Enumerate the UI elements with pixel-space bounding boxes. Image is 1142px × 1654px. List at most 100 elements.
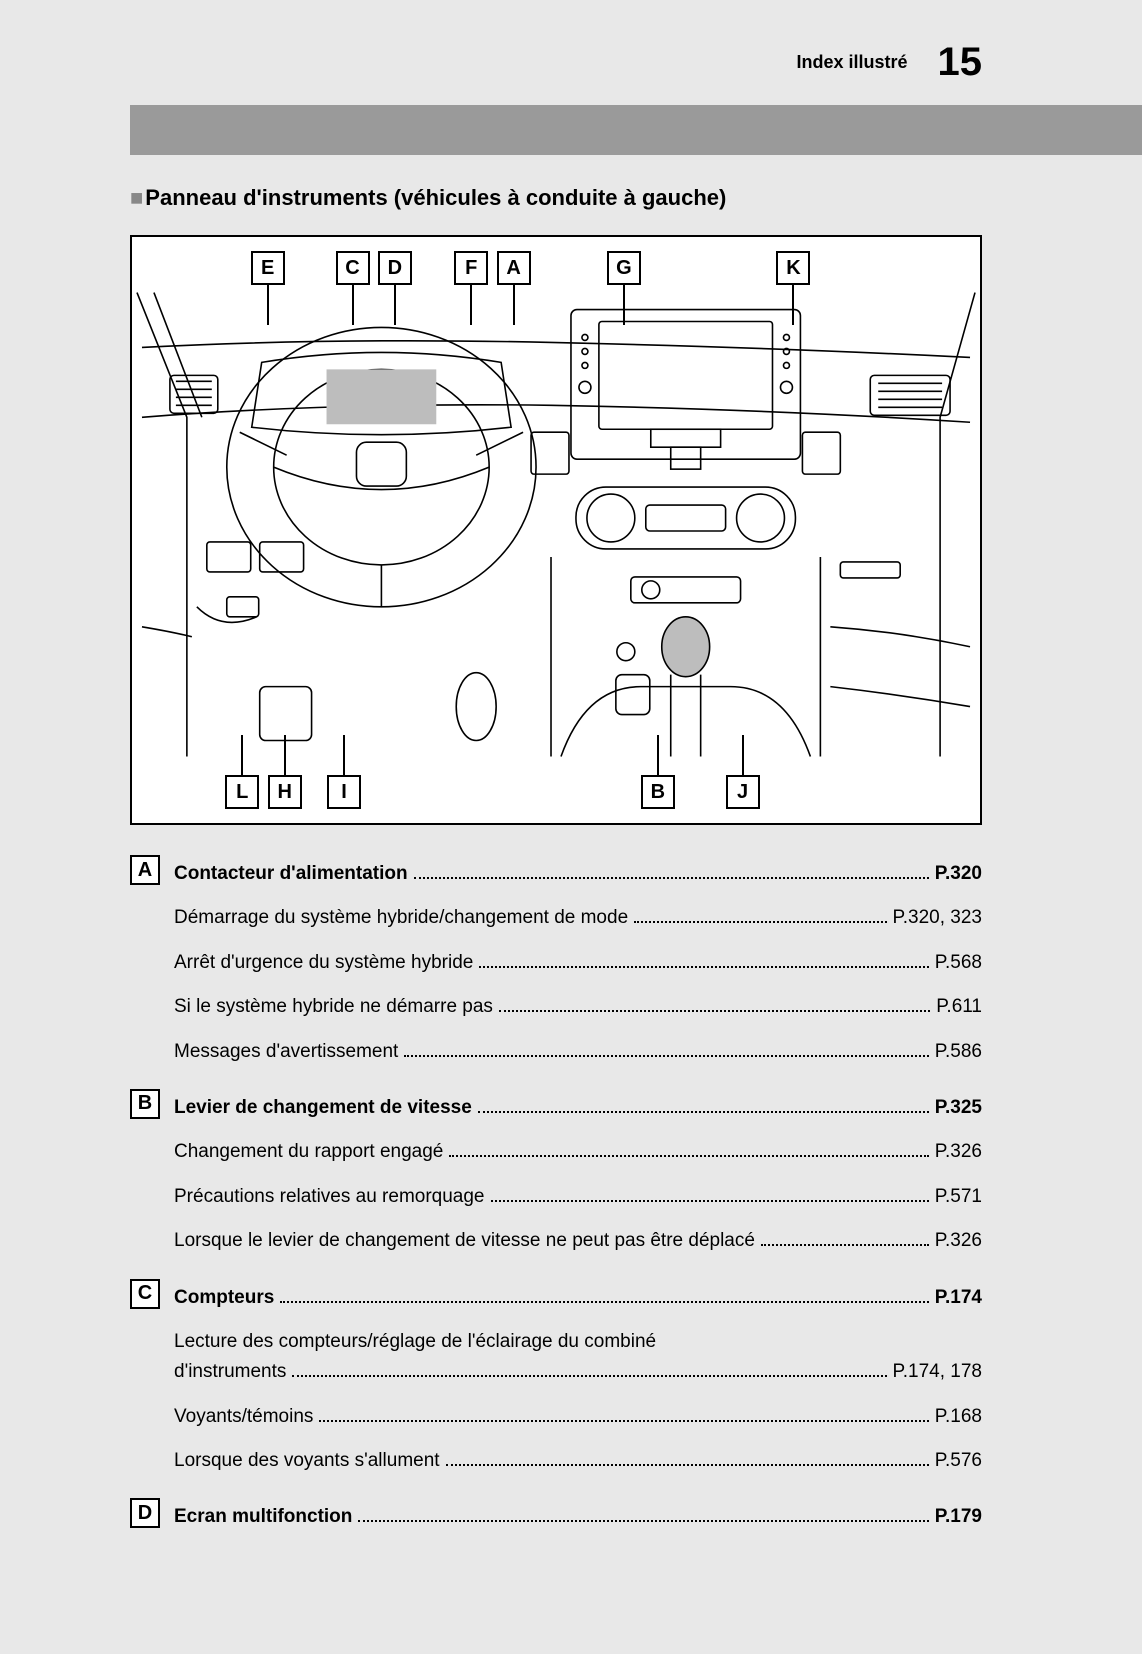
index-sub-row: Lorsque des voyants s'allument P.576: [130, 1442, 982, 1480]
index-group-A: A Contacteur d'alimentation P.320 Démarrage…: [130, 855, 982, 1071]
entry-label: Compteurs: [174, 1283, 274, 1313]
index-entry: Si le système hybride ne démarre pas P.61…: [174, 988, 982, 1026]
entry-page: P.179: [935, 1502, 982, 1532]
leader-dots: [358, 1520, 928, 1522]
entry-page: P.320, 323: [893, 903, 982, 933]
entry-label: Contacteur d'alimentation: [174, 859, 408, 889]
page: Index illustré 15 ■Panneau d'instruments…: [0, 0, 1142, 1654]
index-entry: Précautions relatives au remorquage P.571: [174, 1178, 982, 1216]
index-group-D: D Ecran multifonction P.179: [130, 1498, 982, 1536]
entry-label: Messages d'avertissement: [174, 1037, 398, 1067]
leader-dots: [292, 1375, 886, 1377]
index-title-row: A Contacteur d'alimentation P.320: [130, 855, 982, 893]
entry-label: Changement du rapport engagé: [174, 1137, 443, 1167]
square-bullet-icon: ■: [130, 185, 143, 210]
leader-dots: [280, 1301, 929, 1303]
index-sub-row: Lecture des compteurs/réglage de l'éclai…: [130, 1323, 982, 1392]
entry-label: Levier de changement de vitesse: [174, 1093, 472, 1123]
callout-L: L: [225, 775, 259, 809]
leader-dots: [761, 1244, 929, 1246]
callout-I: I: [327, 775, 361, 809]
header-label: Index illustré: [796, 52, 907, 73]
index-entry: Lorsque le levier de changement de vites…: [174, 1222, 982, 1260]
content-area: ■Panneau d'instruments (véhicules à cond…: [0, 185, 1142, 1537]
leader-dots: [478, 1111, 929, 1113]
page-number: 15: [938, 40, 983, 85]
entry-page: P.586: [935, 1037, 982, 1067]
leader-dots: [404, 1055, 928, 1057]
entry-label: Si le système hybride ne démarre pas: [174, 992, 493, 1022]
index-entry: Levier de changement de vitesse P.325: [174, 1089, 982, 1127]
entry-page: P.568: [935, 948, 982, 978]
entry-page: P.326: [935, 1137, 982, 1167]
index-sub-row: Si le système hybride ne démarre pas P.61…: [130, 988, 982, 1026]
index-sub-row: Arrêt d'urgence du système hybride P.568: [130, 944, 982, 982]
entry-page: P.325: [935, 1093, 982, 1123]
leader-dots: [414, 877, 929, 879]
leader-dots: [499, 1010, 930, 1012]
entry-page: P.320: [935, 859, 982, 889]
callout-K: K: [776, 251, 810, 285]
entry-page: P.571: [935, 1182, 982, 1212]
entry-label: d'instruments: [174, 1357, 286, 1387]
leader-dots: [449, 1155, 928, 1157]
entry-label: Ecran multifonction: [174, 1502, 352, 1532]
callout-F: F: [454, 251, 488, 285]
index-sub-row: Voyants/témoins P.168: [130, 1398, 982, 1436]
index-sub-row: Lorsque le levier de changement de vites…: [130, 1222, 982, 1260]
entry-page: P.174, 178: [893, 1357, 982, 1387]
index-group-C: C Compteurs P.174 Lecture des compteurs/rég…: [130, 1279, 982, 1481]
dashboard-lineart: [132, 287, 980, 777]
entry-label: Arrêt d'urgence du système hybride: [174, 948, 473, 978]
callout-E: E: [251, 251, 285, 285]
index-entry: Ecran multifonction P.179: [174, 1498, 982, 1536]
index-entry: Compteurs P.174: [174, 1279, 982, 1317]
leader-dots: [491, 1200, 929, 1202]
index-entry: Démarrage du système hybride/changement …: [174, 899, 982, 937]
index-title-row: D Ecran multifonction P.179: [130, 1498, 982, 1536]
entry-label: Précautions relatives au remorquage: [174, 1182, 485, 1212]
letter-box: C: [130, 1279, 160, 1309]
callout-J: J: [726, 775, 760, 809]
leader-dots: [634, 921, 886, 923]
index-sub-row: Démarrage du système hybride/changement …: [130, 899, 982, 937]
entry-label: Démarrage du système hybride/changement …: [174, 903, 628, 933]
index-sub-row: Précautions relatives au remorquage P.571: [130, 1178, 982, 1216]
index-entry: Lorsque des voyants s'allument P.576: [174, 1442, 982, 1480]
leader-dots: [319, 1420, 928, 1422]
decorative-band: [130, 105, 1142, 155]
index-title-row: C Compteurs P.174: [130, 1279, 982, 1317]
index-group-B: B Levier de changement de vitesse P.325 Cha…: [130, 1089, 982, 1261]
section-title: ■Panneau d'instruments (véhicules à cond…: [130, 185, 982, 211]
entry-label: Lorsque le levier de changement de vites…: [174, 1226, 755, 1256]
index-sub-row: Changement du rapport engagé P.326: [130, 1133, 982, 1171]
index-entry: Contacteur d'alimentation P.320: [174, 855, 982, 893]
entry-page: P.326: [935, 1226, 982, 1256]
index-entry: Voyants/témoins P.168: [174, 1398, 982, 1436]
callout-A: A: [497, 251, 531, 285]
page-header: Index illustré 15: [0, 0, 1142, 105]
index-entry: Arrêt d'urgence du système hybride P.568: [174, 944, 982, 982]
leader-dots: [446, 1464, 929, 1466]
index-list: A Contacteur d'alimentation P.320 Démarrage…: [130, 855, 982, 1537]
callout-G: G: [607, 251, 641, 285]
leader-dots: [479, 966, 928, 968]
index-sub-row: Messages d'avertissement P.586: [130, 1033, 982, 1071]
letter-box: B: [130, 1089, 160, 1119]
callout-H: H: [268, 775, 302, 809]
callout-D: D: [378, 251, 412, 285]
index-title-row: B Levier de changement de vitesse P.325: [130, 1089, 982, 1127]
callout-C: C: [336, 251, 370, 285]
section-title-text: Panneau d'instruments (véhicules à condu…: [145, 185, 726, 210]
letter-box: D: [130, 1498, 160, 1528]
entry-page: P.576: [935, 1446, 982, 1476]
entry-page: P.174: [935, 1283, 982, 1313]
index-entry: Lecture des compteurs/réglage de l'éclai…: [174, 1323, 982, 1392]
entry-label: Lorsque des voyants s'allument: [174, 1446, 440, 1476]
entry-label: Voyants/témoins: [174, 1402, 313, 1432]
entry-page: P.168: [935, 1402, 982, 1432]
letter-box: A: [130, 855, 160, 885]
index-entry: Changement du rapport engagé P.326: [174, 1133, 982, 1171]
entry-page: P.611: [936, 992, 982, 1022]
index-entry: Messages d'avertissement P.586: [174, 1033, 982, 1071]
